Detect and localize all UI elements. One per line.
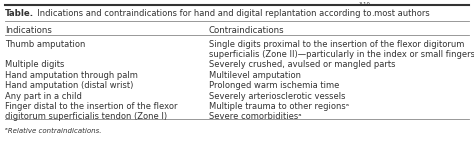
- Text: Multiple digits: Multiple digits: [5, 60, 64, 69]
- Text: Table.: Table.: [5, 9, 34, 18]
- Text: Severe comorbiditiesᵃ: Severe comorbiditiesᵃ: [209, 112, 301, 121]
- Text: digitorum superficialis tendon (Zone I): digitorum superficialis tendon (Zone I): [5, 112, 167, 121]
- Text: .: .: [372, 9, 374, 18]
- Text: superficialis (Zone II)—particularly in the index or small fingers: superficialis (Zone II)—particularly in …: [209, 50, 474, 59]
- Text: Thumb amputation: Thumb amputation: [5, 40, 85, 49]
- Text: Contraindications: Contraindications: [209, 26, 284, 35]
- Text: Single digits proximal to the insertion of the flexor digitorum: Single digits proximal to the insertion …: [209, 40, 464, 49]
- Text: Multiple trauma to other regionsᵃ: Multiple trauma to other regionsᵃ: [209, 102, 349, 111]
- Text: Indications and contraindications for hand and digital replantation according to: Indications and contraindications for ha…: [32, 9, 433, 18]
- Text: Multilevel amputation: Multilevel amputation: [209, 71, 301, 80]
- Text: Severely crushed, avulsed or mangled parts: Severely crushed, avulsed or mangled par…: [209, 60, 395, 69]
- Text: ᵃRelative contraindications.: ᵃRelative contraindications.: [5, 129, 101, 134]
- Text: 3-10: 3-10: [358, 2, 370, 7]
- Text: Finger distal to the insertion of the flexor: Finger distal to the insertion of the fl…: [5, 102, 177, 111]
- Text: Hand amputation through palm: Hand amputation through palm: [5, 71, 137, 80]
- Text: Any part in a child: Any part in a child: [5, 92, 82, 101]
- Text: Hand amputation (distal wrist): Hand amputation (distal wrist): [5, 81, 133, 90]
- Text: Prolonged warm ischemia time: Prolonged warm ischemia time: [209, 81, 339, 90]
- Text: Indications: Indications: [5, 26, 52, 35]
- Text: Severely arteriosclerotic vessels: Severely arteriosclerotic vessels: [209, 92, 345, 101]
